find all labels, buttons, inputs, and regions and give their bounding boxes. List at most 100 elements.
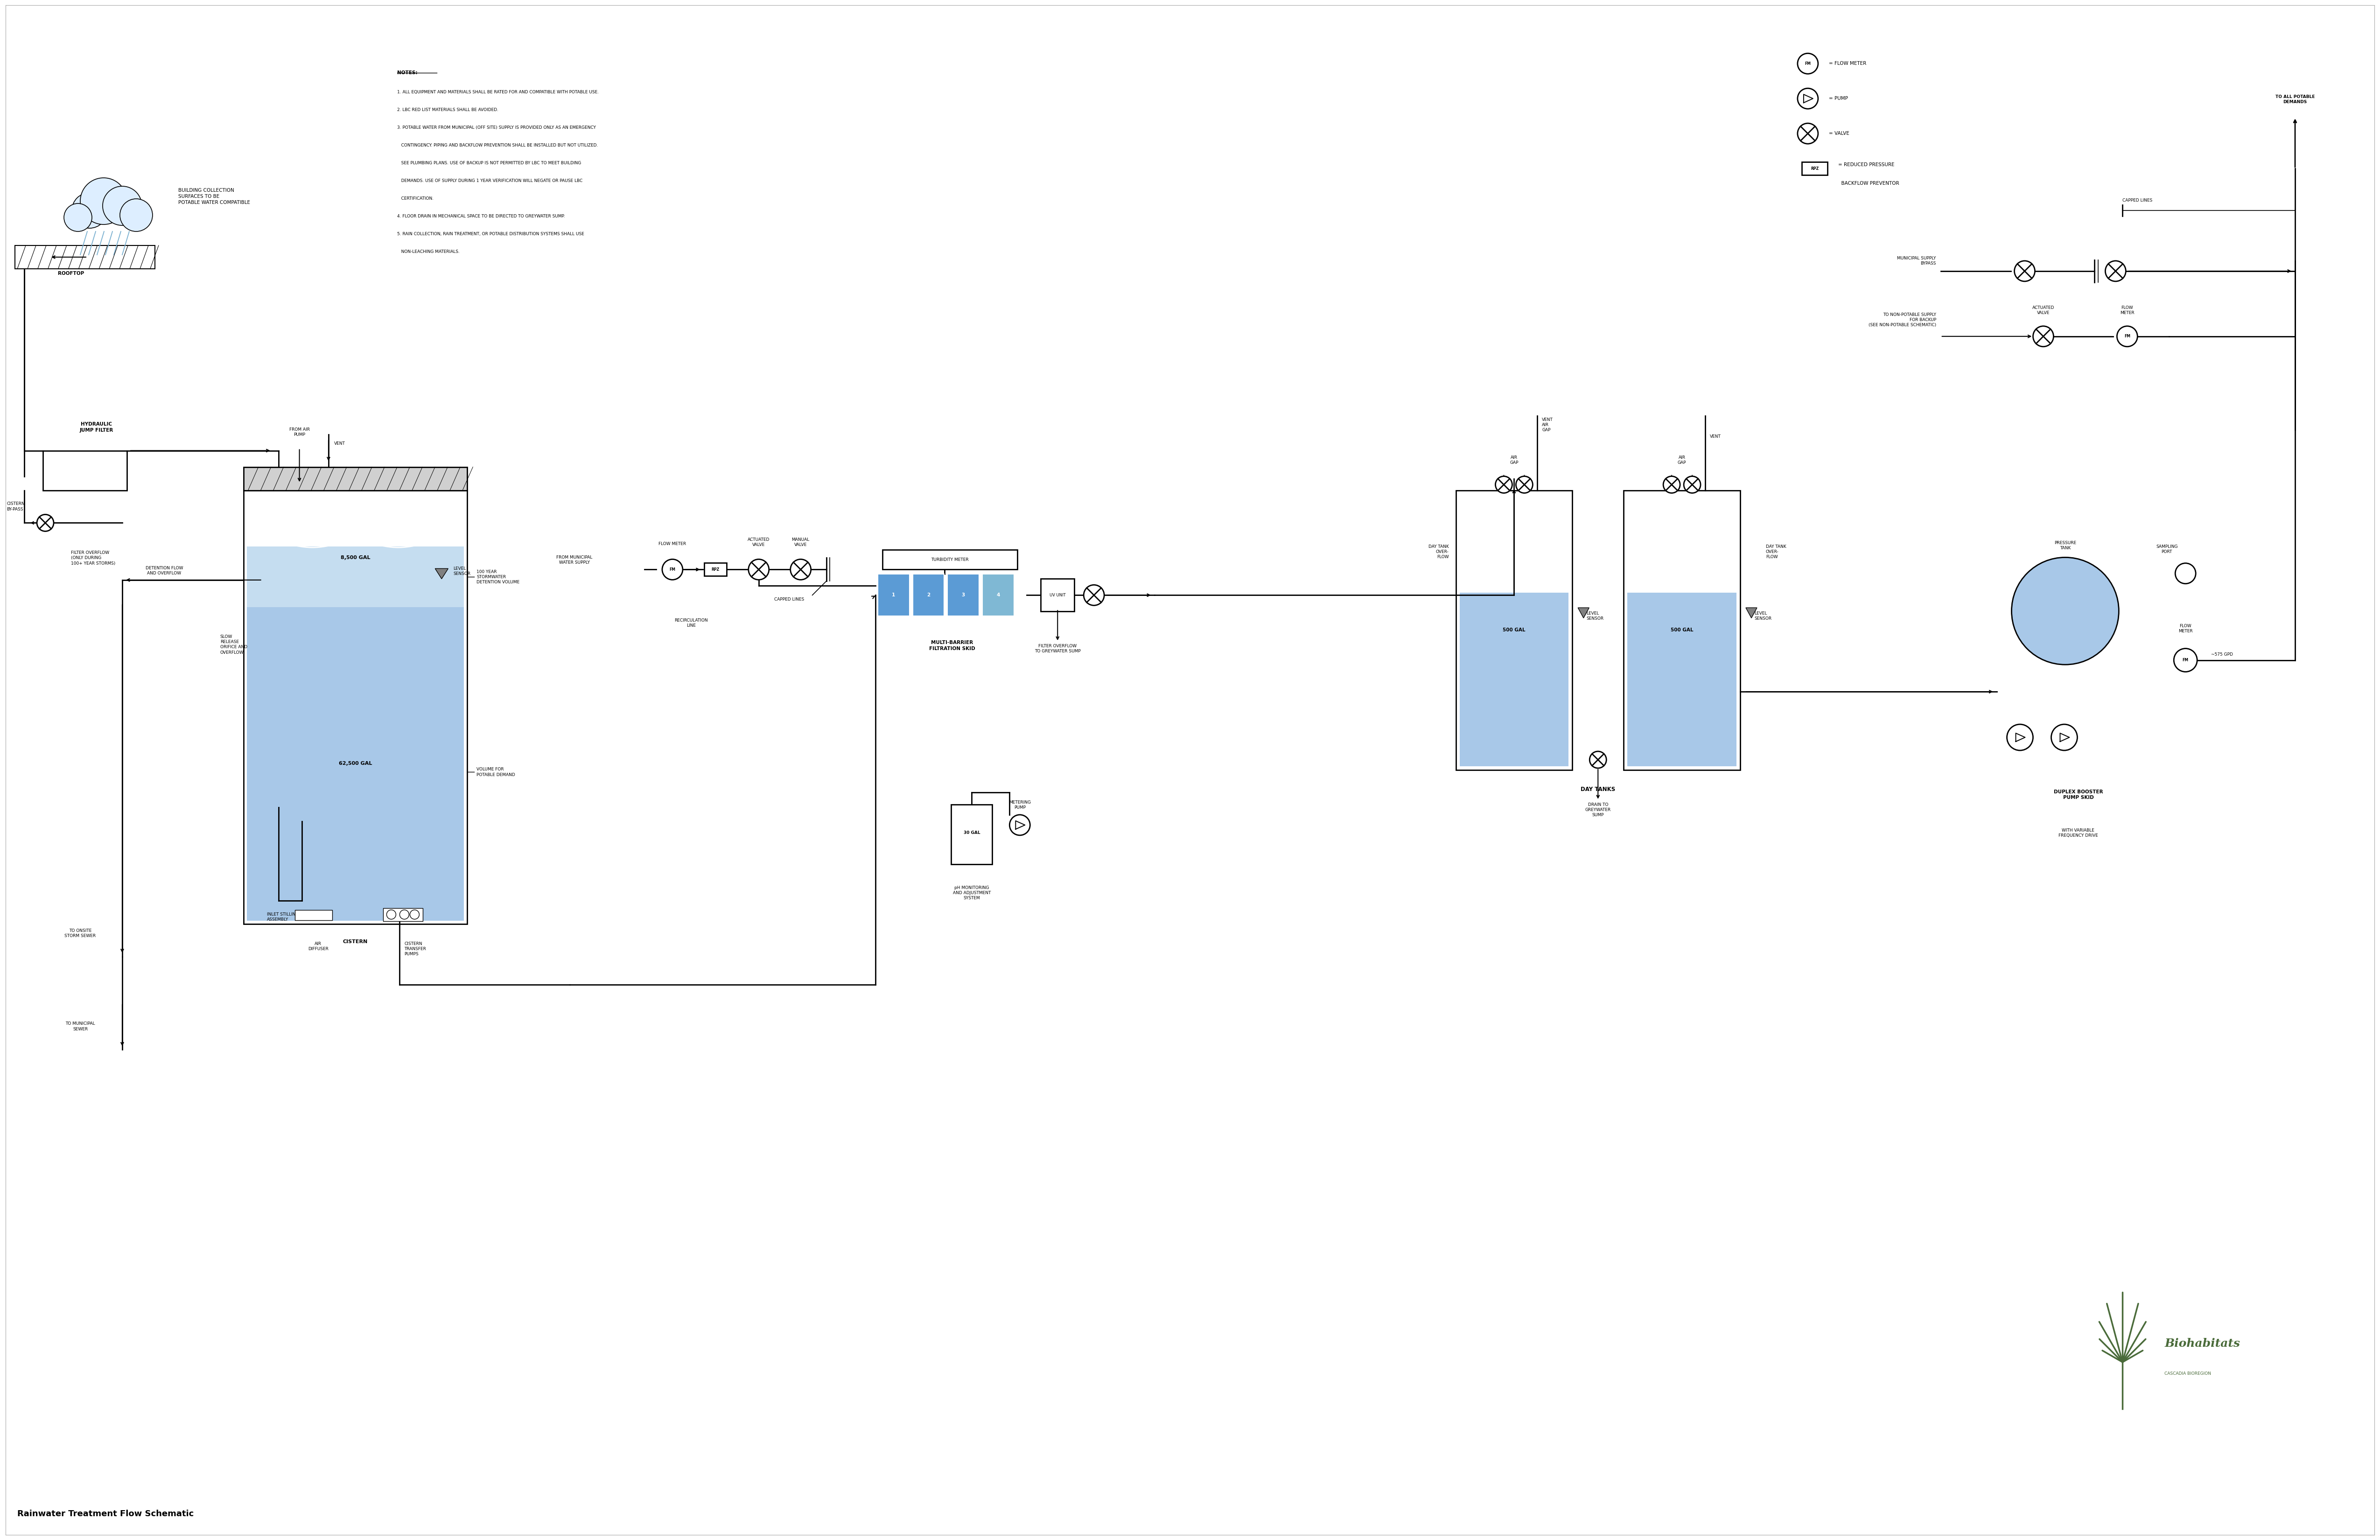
Text: DAY TANK
OVER-
FLOW: DAY TANK OVER- FLOW	[1766, 545, 1787, 559]
Text: CAPPED LINES: CAPPED LINES	[774, 598, 804, 602]
Circle shape	[2116, 326, 2137, 347]
Text: FM: FM	[1804, 62, 1811, 66]
Bar	[248, 547, 464, 607]
Text: Rainwater Treatment Flow Schematic: Rainwater Treatment Flow Schematic	[17, 1509, 193, 1518]
Text: FROM MUNICIPAL
WATER SUPPLY: FROM MUNICIPAL WATER SUPPLY	[557, 556, 593, 565]
Text: TO ALL POTABLE
DEMANDS: TO ALL POTABLE DEMANDS	[2275, 95, 2316, 105]
Text: 3. POTABLE WATER FROM MUNICIPAL (OFF SITE) SUPPLY IS PROVIDED ONLY AS AN EMERGEN: 3. POTABLE WATER FROM MUNICIPAL (OFF SIT…	[397, 126, 595, 129]
Text: FLOW METER: FLOW METER	[659, 542, 685, 547]
Circle shape	[2013, 260, 2035, 282]
Text: ACTUATED
VALVE: ACTUATED VALVE	[2033, 305, 2054, 314]
Bar	[1040, 579, 1073, 611]
Text: MUNICIPAL SUPPLY
BYPASS: MUNICIPAL SUPPLY BYPASS	[1897, 256, 1935, 265]
Text: TO ONSITE
STORM SEWER: TO ONSITE STORM SEWER	[64, 929, 95, 938]
Text: = REDUCED PRESSURE: = REDUCED PRESSURE	[1837, 162, 1894, 168]
Bar	[952, 804, 992, 864]
Text: CAPPED LINES: CAPPED LINES	[2123, 199, 2152, 202]
Text: MULTI-BARRIER
FILTRATION SKID: MULTI-BARRIER FILTRATION SKID	[928, 641, 976, 651]
Text: FLOW
METER: FLOW METER	[2121, 305, 2135, 314]
Text: SAMPLING
PORT: SAMPLING PORT	[2156, 545, 2178, 554]
Bar	[1459, 593, 1568, 767]
Circle shape	[2011, 557, 2118, 665]
Bar	[243, 467, 466, 490]
Circle shape	[2052, 724, 2078, 750]
Text: TO NON-POTABLE SUPPLY
FOR BACKUP
(SEE NON-POTABLE SCHEMATIC): TO NON-POTABLE SUPPLY FOR BACKUP (SEE NO…	[1868, 313, 1935, 328]
Text: DAY TANK
OVER-
FLOW: DAY TANK OVER- FLOW	[1428, 545, 1449, 559]
Text: METERING
PUMP: METERING PUMP	[1009, 801, 1031, 810]
Text: HYDRAULIC
JUMP FILTER: HYDRAULIC JUMP FILTER	[79, 422, 114, 433]
Text: = FLOW METER: = FLOW METER	[1828, 62, 1866, 66]
Text: SLOW
RELEASE
ORIFICE AND
OVERFLOW: SLOW RELEASE ORIFICE AND OVERFLOW	[221, 634, 248, 654]
Circle shape	[1590, 752, 1606, 768]
Text: 2. LBC RED LIST MATERIALS SHALL BE AVOIDED.: 2. LBC RED LIST MATERIALS SHALL BE AVOID…	[397, 108, 497, 112]
Text: = VALVE: = VALVE	[1828, 131, 1849, 136]
Circle shape	[1083, 585, 1104, 605]
Bar	[248, 607, 464, 921]
Circle shape	[2173, 648, 2197, 671]
Text: DRAIN TO
GREYWATER
SUMP: DRAIN TO GREYWATER SUMP	[1585, 802, 1611, 818]
Text: FLOW
METER: FLOW METER	[2178, 624, 2192, 633]
Text: FILTER OVERFLOW
TO GREYWATER SUMP: FILTER OVERFLOW TO GREYWATER SUMP	[1035, 644, 1081, 653]
Polygon shape	[1578, 608, 1590, 618]
Text: 4: 4	[997, 593, 1000, 598]
Text: LEVEL
SENSOR: LEVEL SENSOR	[452, 567, 471, 576]
Circle shape	[81, 177, 126, 225]
Text: CASCADIA BIOREGION: CASCADIA BIOREGION	[2163, 1372, 2211, 1375]
Text: 1: 1	[892, 593, 895, 598]
Text: CERTIFICATION.: CERTIFICATION.	[397, 197, 433, 200]
Bar	[43, 451, 126, 490]
Bar	[1628, 593, 1737, 767]
Circle shape	[2106, 260, 2125, 282]
Bar	[383, 909, 424, 921]
Bar	[912, 574, 945, 616]
Text: CISTERN: CISTERN	[343, 939, 369, 944]
Text: ROOFTOP: ROOFTOP	[57, 271, 83, 276]
Text: WITH VARIABLE
FREQUENCY DRIVE: WITH VARIABLE FREQUENCY DRIVE	[2059, 829, 2099, 838]
Text: FM: FM	[2125, 334, 2130, 339]
Circle shape	[119, 199, 152, 231]
Bar	[704, 564, 726, 576]
Text: VENT: VENT	[1709, 434, 1721, 439]
Text: ~575 GPD: ~575 GPD	[2211, 653, 2232, 656]
Text: 8,500 GAL: 8,500 GAL	[340, 554, 371, 559]
Circle shape	[2006, 724, 2033, 750]
Polygon shape	[14, 245, 155, 270]
Circle shape	[1009, 815, 1031, 835]
Bar	[883, 550, 1019, 570]
Bar	[983, 574, 1014, 616]
Text: 62,500 GAL: 62,500 GAL	[338, 761, 371, 765]
Polygon shape	[1747, 608, 1756, 618]
Circle shape	[1797, 54, 1818, 74]
Bar	[878, 574, 909, 616]
Text: AIR
GAP: AIR GAP	[1678, 456, 1687, 465]
Text: RPZ: RPZ	[1811, 166, 1818, 171]
Text: DAY TANKS: DAY TANKS	[1580, 787, 1616, 793]
Text: 100 YEAR
STORMWATER
DETENTION VOLUME: 100 YEAR STORMWATER DETENTION VOLUME	[476, 570, 519, 584]
Circle shape	[2033, 326, 2054, 347]
Text: AIR
GAP: AIR GAP	[1509, 456, 1518, 465]
Text: RPZ: RPZ	[712, 567, 719, 571]
Circle shape	[747, 559, 769, 579]
Circle shape	[790, 559, 812, 579]
Text: VOLUME FOR
POTABLE DEMAND: VOLUME FOR POTABLE DEMAND	[476, 767, 514, 776]
Text: = PUMP: = PUMP	[1828, 95, 1847, 102]
Text: Biohabitats: Biohabitats	[2163, 1338, 2240, 1349]
Text: CISTERN
TRANSFER
PUMPS: CISTERN TRANSFER PUMPS	[405, 941, 426, 956]
Text: ACTUATED
VALVE: ACTUATED VALVE	[747, 537, 769, 547]
Bar	[1457, 490, 1573, 770]
Circle shape	[71, 192, 107, 228]
Text: CISTERN
BY-PASS: CISTERN BY-PASS	[7, 502, 24, 511]
Text: UV UNIT: UV UNIT	[1050, 593, 1066, 598]
Text: LEVEL
SENSOR: LEVEL SENSOR	[1754, 611, 1771, 621]
Text: DUPLEX BOOSTER
PUMP SKID: DUPLEX BOOSTER PUMP SKID	[2054, 790, 2104, 801]
Circle shape	[1683, 476, 1702, 493]
Text: 1. ALL EQUIPMENT AND MATERIALS SHALL BE RATED FOR AND COMPATIBLE WITH POTABLE US: 1. ALL EQUIPMENT AND MATERIALS SHALL BE …	[397, 91, 600, 94]
Circle shape	[1797, 123, 1818, 143]
Text: FM: FM	[669, 567, 676, 571]
Text: SEE PLUMBING PLANS. USE OF BACKUP IS NOT PERMITTED BY LBC TO MEET BUILDING: SEE PLUMBING PLANS. USE OF BACKUP IS NOT…	[397, 162, 581, 165]
Text: MANUAL
VALVE: MANUAL VALVE	[793, 537, 809, 547]
Text: 2: 2	[926, 593, 931, 598]
Text: BACKFLOW PREVENTOR: BACKFLOW PREVENTOR	[1837, 182, 1899, 186]
Text: BUILDING COLLECTION
SURFACES TO BE
POTABLE WATER COMPATIBLE: BUILDING COLLECTION SURFACES TO BE POTAB…	[178, 188, 250, 205]
Text: AIR
DIFFUSER: AIR DIFFUSER	[307, 941, 328, 952]
